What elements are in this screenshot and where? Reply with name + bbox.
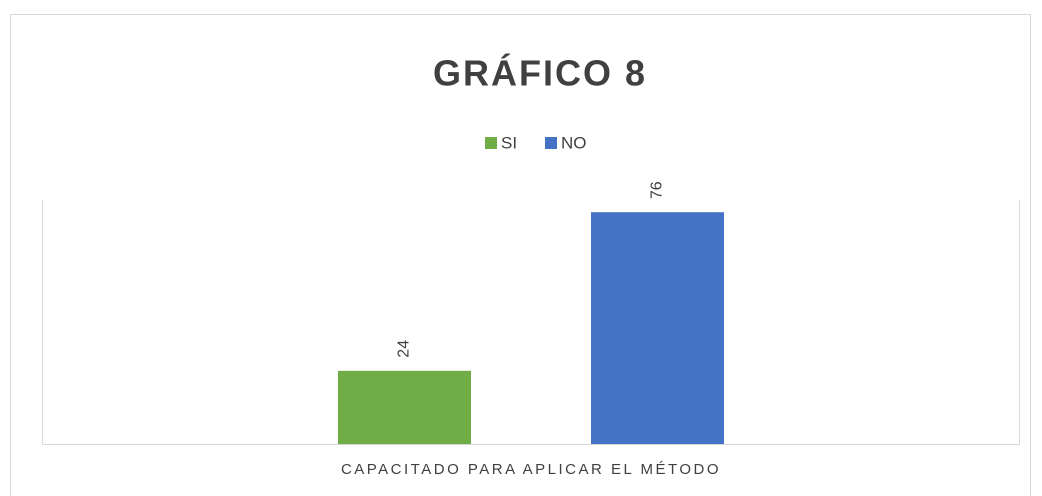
bar — [591, 212, 724, 444]
data-label: 76 — [649, 181, 666, 199]
bar — [338, 370, 471, 444]
chart-title: GRÁFICO 8 — [433, 53, 647, 94]
legend-label: SI — [501, 133, 517, 152]
x-tick-label: CAPACITADO PARA APLICAR EL MÉTODO — [341, 461, 721, 478]
legend-swatch — [545, 137, 557, 149]
legend-swatch — [485, 137, 497, 149]
chart-frame — [10, 14, 1031, 496]
data-label: 24 — [396, 340, 413, 358]
legend-label: NO — [561, 133, 587, 152]
